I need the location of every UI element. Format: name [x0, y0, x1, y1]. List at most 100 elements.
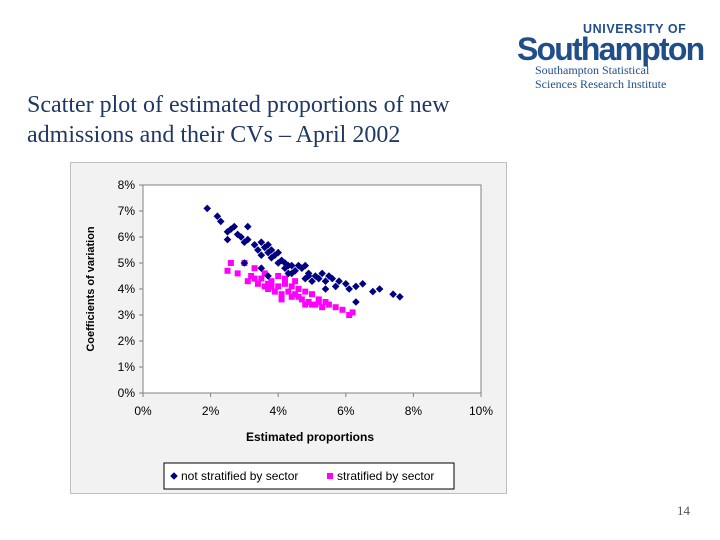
data-point-stratified — [227, 260, 234, 266]
chart-frame: 0% 1% 2% 3% 4% 5% 6% 7% 8% 0% 2% 4% 6% 8% 10% Coeffic… — [70, 162, 507, 494]
scatter-chart: 0% 1% 2% 3% 4% 5% 6% 7% 8% 0% 2% 4% 6% 8% 10% Coeffic… — [85, 178, 493, 490]
slide-title: Scatter plot of estimated proportions of… — [27, 90, 587, 150]
data-point-not-stratified — [287, 261, 296, 270]
y-tick-label: 2% — [118, 334, 136, 348]
university-logo: UNIVERSITY OF Southampton Southampton St… — [515, 22, 705, 92]
data-point-not-stratified — [352, 282, 360, 291]
data-point-not-stratified — [223, 235, 232, 244]
data-point-not-stratified — [325, 272, 333, 280]
data-point-stratified — [292, 291, 299, 298]
x-tick-label: 6% — [337, 404, 355, 418]
data-point-stratified — [285, 288, 292, 295]
data-point-stratified — [268, 278, 275, 285]
data-point-stratified — [325, 301, 332, 308]
x-tick-label: 0% — [134, 404, 152, 418]
y-tick-label: 7% — [118, 204, 136, 218]
data-point-stratified — [265, 280, 272, 287]
legend-label-stratified: stratified by sector — [337, 469, 434, 483]
data-point-stratified — [305, 299, 312, 305]
data-point-stratified — [278, 291, 285, 298]
data-point-not-stratified — [328, 274, 337, 283]
data-point-not-stratified — [267, 246, 276, 254]
y-axis: 0% 1% 2% 3% 4% 5% 6% 7% 8% — [118, 178, 143, 400]
data-point-not-stratified — [321, 277, 330, 285]
data-point-stratified — [254, 280, 261, 287]
data-point-not-stratified — [257, 251, 266, 259]
data-point-stratified — [244, 278, 251, 285]
y-tick-label: 8% — [118, 178, 136, 192]
data-point-stratified — [275, 283, 282, 290]
plot-area — [142, 184, 482, 394]
data-point-stratified — [271, 288, 278, 295]
logo-institute-line-1: Southampton Statistical — [535, 63, 650, 77]
y-tick-label: 5% — [118, 256, 136, 270]
data-point-stratified — [251, 275, 258, 282]
y-tick-label: 3% — [118, 308, 136, 322]
data-point-stratified — [248, 273, 255, 279]
x-axis: 0% 2% 4% 6% 8% 10% — [134, 393, 493, 418]
data-point-stratified — [258, 275, 265, 282]
data-point-not-stratified — [375, 285, 384, 293]
data-point-stratified — [251, 265, 258, 272]
data-point-not-stratified — [274, 248, 282, 257]
data-point-stratified — [261, 270, 268, 277]
data-point-stratified — [349, 309, 356, 316]
data-point-not-stratified — [304, 272, 313, 280]
data-point-not-stratified — [257, 238, 266, 246]
data-point-stratified — [292, 278, 299, 285]
legend-marker-stratified — [327, 473, 333, 479]
data-point-stratified — [298, 296, 305, 303]
data-point-not-stratified — [243, 222, 252, 231]
data-point-not-stratified — [254, 246, 262, 254]
data-point-stratified — [339, 306, 346, 313]
legend-box — [163, 462, 455, 490]
data-point-stratified — [315, 299, 322, 305]
data-point-not-stratified — [243, 235, 252, 244]
data-point-stratified — [295, 286, 302, 292]
x-tick-label: 4% — [270, 404, 288, 418]
y-tick-label: 1% — [118, 360, 136, 374]
data-point-not-stratified — [389, 290, 397, 298]
data-point-not-stratified — [345, 285, 353, 293]
legend-marker-not-stratified — [170, 472, 178, 480]
data-point-stratified — [302, 301, 309, 308]
logo-institute-line-2: Sciences Research Institute — [535, 77, 667, 91]
data-point-stratified — [278, 296, 285, 303]
data-point-not-stratified — [284, 269, 293, 278]
data-point-stratified — [346, 312, 353, 318]
data-point-not-stratified — [369, 287, 377, 296]
logo-southampton: Southampton — [517, 31, 705, 67]
data-point-stratified — [281, 275, 288, 282]
data-point-stratified — [268, 283, 275, 290]
x-tick-label: 10% — [469, 404, 493, 418]
y-tick-label: 6% — [118, 230, 136, 244]
data-point-not-stratified — [396, 293, 404, 301]
data-point-stratified — [288, 293, 295, 300]
data-point-stratified — [309, 301, 315, 308]
data-point-stratified — [275, 273, 282, 279]
data-point-not-stratified — [321, 285, 330, 293]
data-point-stratified — [309, 291, 315, 298]
data-point-not-stratified — [257, 264, 266, 272]
legend-diamond-marker — [170, 472, 178, 480]
slide-title-line-2: admissions and their CVs – April 2002 — [27, 122, 401, 148]
y-tick-label: 4% — [118, 282, 136, 296]
data-point-stratified — [332, 304, 339, 311]
data-point-stratified — [281, 280, 288, 287]
legend-square-marker — [327, 473, 333, 479]
data-point-not-stratified — [233, 230, 242, 239]
data-point-not-stratified — [237, 233, 245, 241]
data-point-stratified — [295, 293, 302, 300]
logo-university-of: UNIVERSITY OF — [583, 22, 687, 36]
legend-label-not-stratified: not stratified by sector — [181, 469, 298, 483]
data-point-stratified — [312, 301, 319, 308]
data-point-stratified — [224, 267, 231, 274]
data-point-not-stratified — [298, 264, 306, 272]
data-point-not-stratified — [352, 298, 360, 306]
page-number: 14 — [677, 503, 690, 518]
data-point-not-stratified — [331, 282, 340, 291]
data-point-not-stratified — [281, 259, 289, 267]
data-point-stratified — [288, 283, 295, 290]
x-axis-label: Estimated proportions — [246, 430, 374, 444]
data-point-stratified — [319, 304, 326, 311]
